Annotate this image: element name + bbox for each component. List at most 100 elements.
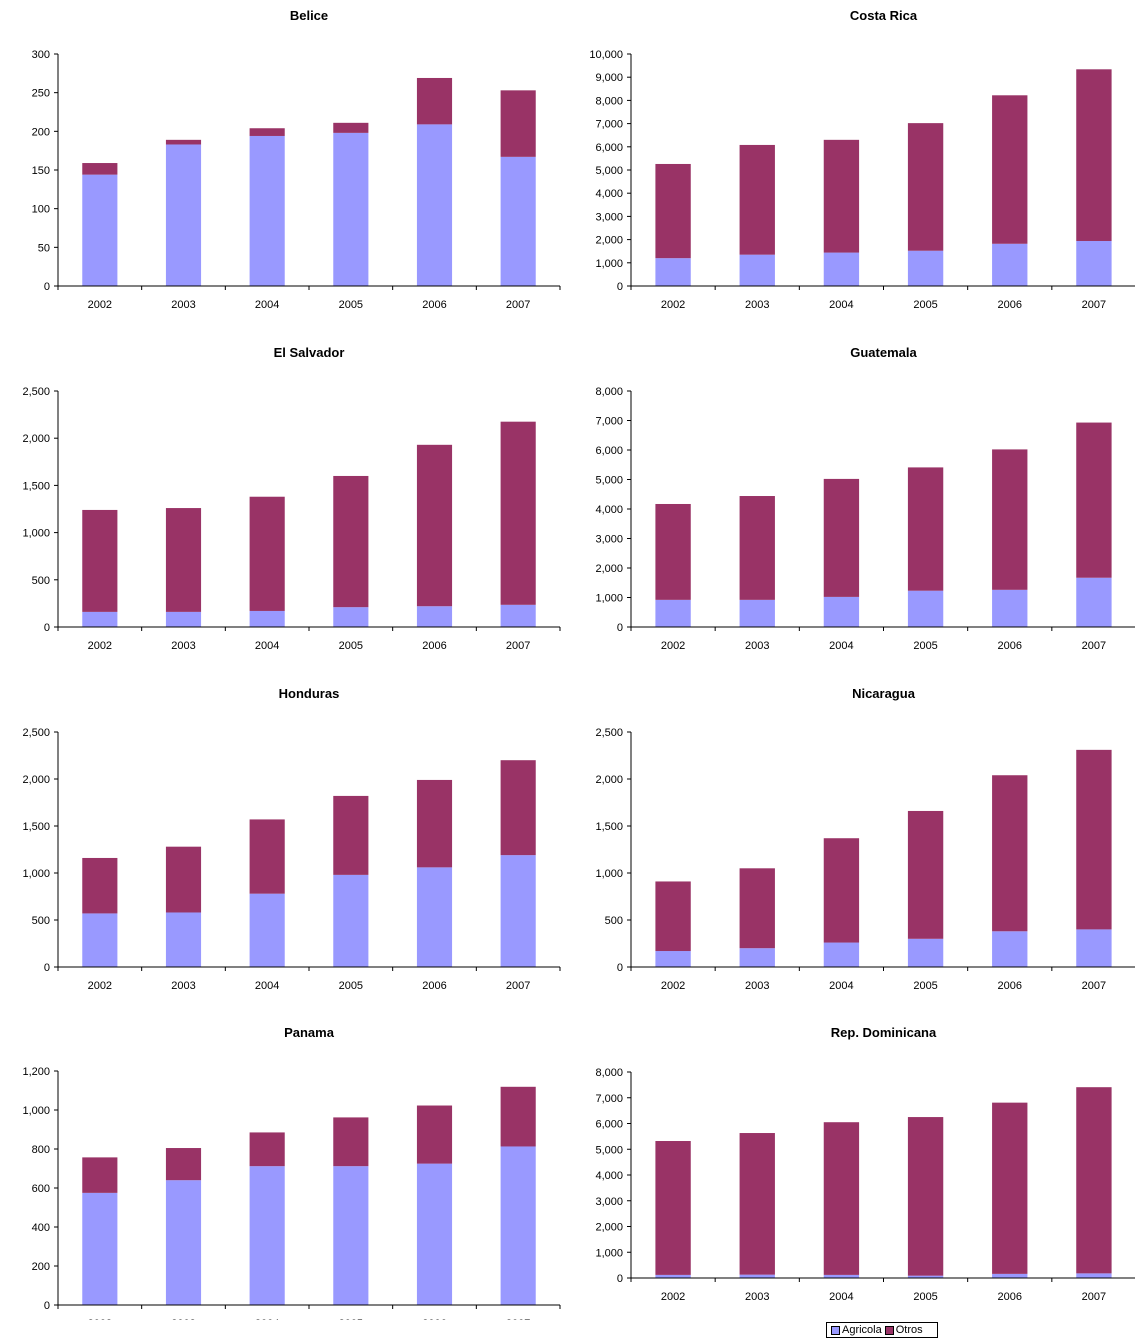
bar-agricola-2006 <box>416 124 453 286</box>
y-tick-label: 0 <box>617 1273 623 1285</box>
y-tick-label: 8,000 <box>595 386 623 398</box>
y-tick-label: 1,000 <box>595 1247 623 1259</box>
chart-title: Rep. Dominicana <box>831 1025 937 1040</box>
bar-otros-2003 <box>165 508 202 612</box>
y-tick-label: 0 <box>44 962 50 974</box>
y-tick-label: 1,000 <box>22 528 50 540</box>
y-tick-label: 3,000 <box>595 211 623 223</box>
bar-otros-2002 <box>655 163 691 259</box>
y-tick-label: 600 <box>32 1183 50 1195</box>
bar-otros-2005 <box>907 467 944 591</box>
chart-7: Rep. Dominicana 0 1,000 2,000 3,000 4,000 5,00… <box>595 1025 1135 1303</box>
x-tick-label: 2007 <box>1082 640 1106 652</box>
y-tick-label: 10,000 <box>589 49 623 61</box>
x-tick-label: 2004 <box>829 980 853 992</box>
x-tick-label: 2002 <box>661 640 685 652</box>
bar-agricola-2007 <box>500 855 536 967</box>
chart-0: Belice 0 50 100 150 200 250 300 2002 2003 2004 2005… <box>32 8 561 311</box>
bar-agricola-2003 <box>165 144 202 286</box>
x-tick-label: 2006 <box>998 640 1022 652</box>
x-tick-label: 2003 <box>745 980 769 992</box>
bar-otros-2007 <box>1076 749 1112 930</box>
bar-agricola-2004 <box>249 135 285 286</box>
bar-agricola-2007 <box>1076 577 1112 627</box>
bar-otros-2005 <box>907 123 944 251</box>
bar-otros-2006 <box>992 449 1028 590</box>
x-tick-label: 2002 <box>88 980 112 992</box>
legend-label-otros: Otros <box>895 1324 923 1336</box>
x-tick-label: 2003 <box>745 1291 769 1303</box>
bar-otros-2006 <box>992 1102 1028 1274</box>
y-tick-label: 150 <box>32 165 50 177</box>
bar-agricola-2006 <box>992 1273 1028 1278</box>
bar-agricola-2006 <box>416 1163 453 1305</box>
x-tick-label: 2005 <box>339 640 363 652</box>
y-tick-label: 2,000 <box>595 563 623 575</box>
bar-otros-2002 <box>655 1141 691 1275</box>
x-tick-label: 2005 <box>913 980 937 992</box>
x-tick-label: 2004 <box>829 640 853 652</box>
y-tick-label: 2,000 <box>22 433 50 445</box>
legend: Agricola Otros <box>826 1322 938 1338</box>
x-tick-label: 2005 <box>913 1291 937 1303</box>
x-tick-label: 2005 <box>339 980 363 992</box>
chart-title: Nicaragua <box>852 686 916 701</box>
y-tick-label: 1,000 <box>22 1105 50 1117</box>
bar-otros-2004 <box>823 478 860 597</box>
bar-agricola-2006 <box>992 931 1028 967</box>
chart-3: Guatemala 0 1,000 2,000 3,000 4,000 5,000 6,000… <box>595 345 1135 652</box>
bar-otros-2005 <box>333 795 369 875</box>
bar-otros-2004 <box>249 128 285 136</box>
chart-title: El Salvador <box>274 345 345 360</box>
bar-agricola-2002 <box>82 913 118 967</box>
bar-otros-2003 <box>165 139 202 145</box>
y-tick-label: 8,000 <box>595 1067 623 1079</box>
bar-agricola-2003 <box>165 1180 202 1305</box>
chart-6: Panama 0 200 400 600 800 1,000 1,200 2002 2003 200… <box>22 1025 561 1320</box>
x-tick-label: 2003 <box>171 980 195 992</box>
x-tick-label: 2002 <box>661 980 685 992</box>
bar-agricola-2006 <box>992 589 1028 627</box>
y-tick-label: 5,000 <box>595 1144 623 1156</box>
x-tick-label: 2003 <box>171 299 195 311</box>
x-tick-label: 2004 <box>829 1291 853 1303</box>
x-tick-label: 2007 <box>1082 1291 1106 1303</box>
y-tick-label: 9,000 <box>595 72 623 84</box>
bar-agricola-2005 <box>333 132 369 286</box>
x-tick-label: 2004 <box>255 299 279 311</box>
bar-otros-2003 <box>739 144 775 255</box>
y-tick-label: 2,000 <box>595 1222 623 1234</box>
x-tick-label: 2005 <box>913 299 937 311</box>
y-tick-label: 300 <box>32 49 50 61</box>
bar-otros-2002 <box>82 1157 118 1193</box>
bar-otros-2003 <box>739 496 775 600</box>
bar-agricola-2003 <box>739 254 775 286</box>
y-tick-label: 2,000 <box>22 774 50 786</box>
x-tick-label: 2006 <box>998 1291 1022 1303</box>
x-tick-label: 2004 <box>255 640 279 652</box>
x-tick-label: 2004 <box>829 299 853 311</box>
y-tick-label: 500 <box>32 575 50 587</box>
bar-otros-2003 <box>739 868 775 949</box>
bar-otros-2004 <box>249 496 285 611</box>
bar-agricola-2004 <box>249 1166 285 1305</box>
chart-title: Costa Rica <box>850 8 918 23</box>
bar-agricola-2003 <box>165 611 202 627</box>
x-tick-label: 2003 <box>171 640 195 652</box>
bar-agricola-2007 <box>1076 240 1112 286</box>
y-tick-label: 200 <box>32 1261 50 1273</box>
chart-title: Guatemala <box>850 345 917 360</box>
y-tick-label: 4,000 <box>595 188 623 200</box>
y-tick-label: 3,000 <box>595 1196 623 1208</box>
x-tick-label: 2006 <box>422 299 446 311</box>
bar-agricola-2005 <box>333 1166 369 1305</box>
x-tick-label: 2002 <box>88 299 112 311</box>
y-tick-label: 2,500 <box>22 727 50 739</box>
x-tick-label: 2006 <box>422 640 446 652</box>
y-tick-label: 2,500 <box>595 727 623 739</box>
x-tick-label: 2005 <box>339 299 363 311</box>
bar-agricola-2002 <box>655 258 691 286</box>
bar-otros-2004 <box>823 838 860 943</box>
chart-title: Panama <box>284 1025 335 1040</box>
